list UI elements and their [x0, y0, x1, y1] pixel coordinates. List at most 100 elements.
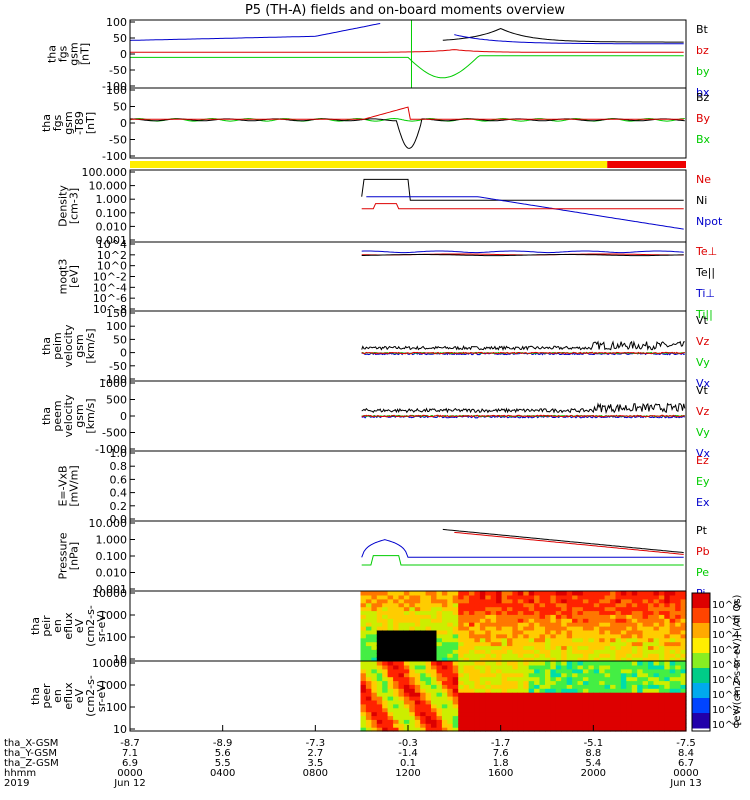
- spectrogram-cell: [588, 657, 595, 662]
- spectrogram-cell: [376, 653, 383, 658]
- spectrogram-cell: [561, 672, 568, 678]
- spectrogram-cell: [507, 676, 513, 682]
- spectrogram-cell: [393, 672, 400, 678]
- spectrogram-cell: [393, 680, 400, 685]
- panel-fgs-gsm-t89-ytick-label: 0: [120, 117, 127, 130]
- spectrogram-cell: [534, 622, 541, 627]
- spectrogram-cell: [626, 707, 633, 713]
- panel-fgs-gsm-t89-by-trace: [130, 106, 684, 120]
- spectrogram-cell: [441, 653, 448, 658]
- spectrogram-cell: [593, 703, 600, 709]
- spectrogram-cell: [403, 594, 410, 600]
- spectrogram-cell: [403, 645, 410, 650]
- spectrogram-cell: [555, 727, 562, 732]
- spectrogram-cell: [582, 664, 589, 670]
- spectrogram-cell: [414, 622, 421, 627]
- spectrogram-cell: [447, 626, 454, 631]
- panel-fgs-gsm-ytick-label: -50: [109, 64, 127, 77]
- spectrogram-cell: [572, 594, 579, 600]
- spectrogram-cell: [566, 715, 573, 720]
- spectrogram-cell: [409, 610, 416, 615]
- spectrogram-cell: [458, 610, 465, 615]
- spectrogram-cell: [631, 645, 638, 650]
- spectrogram-cell: [452, 699, 459, 705]
- spectrogram-cell: [403, 723, 410, 728]
- spectrogram-cell: [572, 696, 579, 701]
- spectrogram-cell: [447, 645, 454, 650]
- spectrogram-cell: [631, 676, 638, 682]
- spectrogram-cell: [615, 641, 622, 647]
- spectrogram-cell: [458, 684, 465, 689]
- spectrogram-cell: [637, 629, 644, 635]
- panel-peem-velocity-ylabel: gsm: [73, 404, 86, 427]
- spectrogram-cell: [545, 661, 551, 666]
- spectrogram-cell: [425, 633, 432, 639]
- spectrogram-cell: [620, 696, 627, 701]
- spectrogram-cell: [675, 723, 682, 728]
- spectrogram-cell: [463, 614, 470, 619]
- spectrogram-cell: [593, 661, 600, 666]
- spectrogram-cell: [420, 664, 427, 670]
- spectrogram-cell: [360, 692, 367, 697]
- spectrogram-cell: [577, 684, 584, 689]
- spectrogram-cell: [610, 727, 617, 732]
- spectrogram-cell: [382, 707, 389, 713]
- spectrogram-cell: [431, 684, 437, 689]
- spectrogram-cell: [523, 719, 530, 724]
- spectrogram-cell: [376, 719, 383, 724]
- spectrogram-cell: [360, 711, 367, 717]
- spectrogram-cell: [669, 703, 676, 709]
- spectrogram-cell: [572, 715, 579, 720]
- spectrogram-cell: [447, 598, 454, 604]
- spectrogram-cell: [658, 602, 665, 608]
- colorbar-segment: [692, 653, 710, 669]
- spectrogram-cell: [441, 614, 448, 619]
- spectrogram-cell: [496, 641, 503, 647]
- spectrogram-cell: [409, 719, 416, 724]
- spectrogram-cell: [561, 711, 568, 717]
- spectrogram-cell: [620, 649, 627, 654]
- panel-fgs-gsm-bx-trace-2: [454, 34, 684, 45]
- spectrogram-cell: [648, 657, 654, 662]
- spectrogram-cell: [648, 676, 654, 682]
- spectrogram-cell: [648, 598, 654, 604]
- spectrogram-cell: [572, 645, 579, 650]
- spectrogram-cell: [648, 645, 654, 650]
- spectrogram-cell: [599, 703, 606, 709]
- spectrogram-cell: [420, 676, 427, 682]
- spectrogram-cell: [436, 606, 443, 612]
- spectrogram-cell: [615, 723, 622, 728]
- spectrogram-cell: [604, 614, 611, 619]
- panel-fgs-gsm-t89-ylabel: gsm: [62, 111, 75, 134]
- spectrogram-cell: [382, 606, 389, 612]
- spectrogram-cell: [403, 672, 410, 678]
- spectrogram-cell: [420, 707, 427, 713]
- spectrogram-cell: [593, 622, 600, 627]
- spectrogram-cell: [588, 633, 595, 639]
- spectrogram-cell: [534, 696, 541, 701]
- spectrogram-cell: [490, 692, 497, 697]
- spectrogram-cell: [604, 626, 611, 631]
- spectrogram-cell: [425, 594, 432, 600]
- spectrogram-cell: [512, 629, 519, 635]
- spectrogram-cell: [398, 688, 405, 693]
- spectrogram-cell: [496, 653, 503, 658]
- spectrogram-cell: [550, 719, 557, 724]
- spectrogram-cell: [555, 602, 562, 608]
- spectrogram-cell: [376, 645, 383, 650]
- spectrogram-cell: [620, 703, 627, 709]
- spectrogram-cell: [626, 641, 633, 647]
- spectrogram-cell: [566, 668, 573, 674]
- spectrogram-cell: [393, 598, 400, 604]
- spectrogram-cell: [425, 626, 432, 631]
- spectrogram-cell: [490, 696, 497, 701]
- spectrogram-cell: [517, 699, 524, 705]
- spectrogram-cell: [398, 629, 405, 635]
- spectrogram-cell: [680, 657, 687, 662]
- spectrogram-cell: [463, 696, 470, 701]
- spectrogram-cell: [469, 672, 475, 678]
- spectrogram-cell: [469, 594, 475, 600]
- spectrogram-cell: [620, 598, 627, 604]
- spectrogram-cell: [604, 680, 611, 685]
- spectrogram-cell: [387, 727, 394, 732]
